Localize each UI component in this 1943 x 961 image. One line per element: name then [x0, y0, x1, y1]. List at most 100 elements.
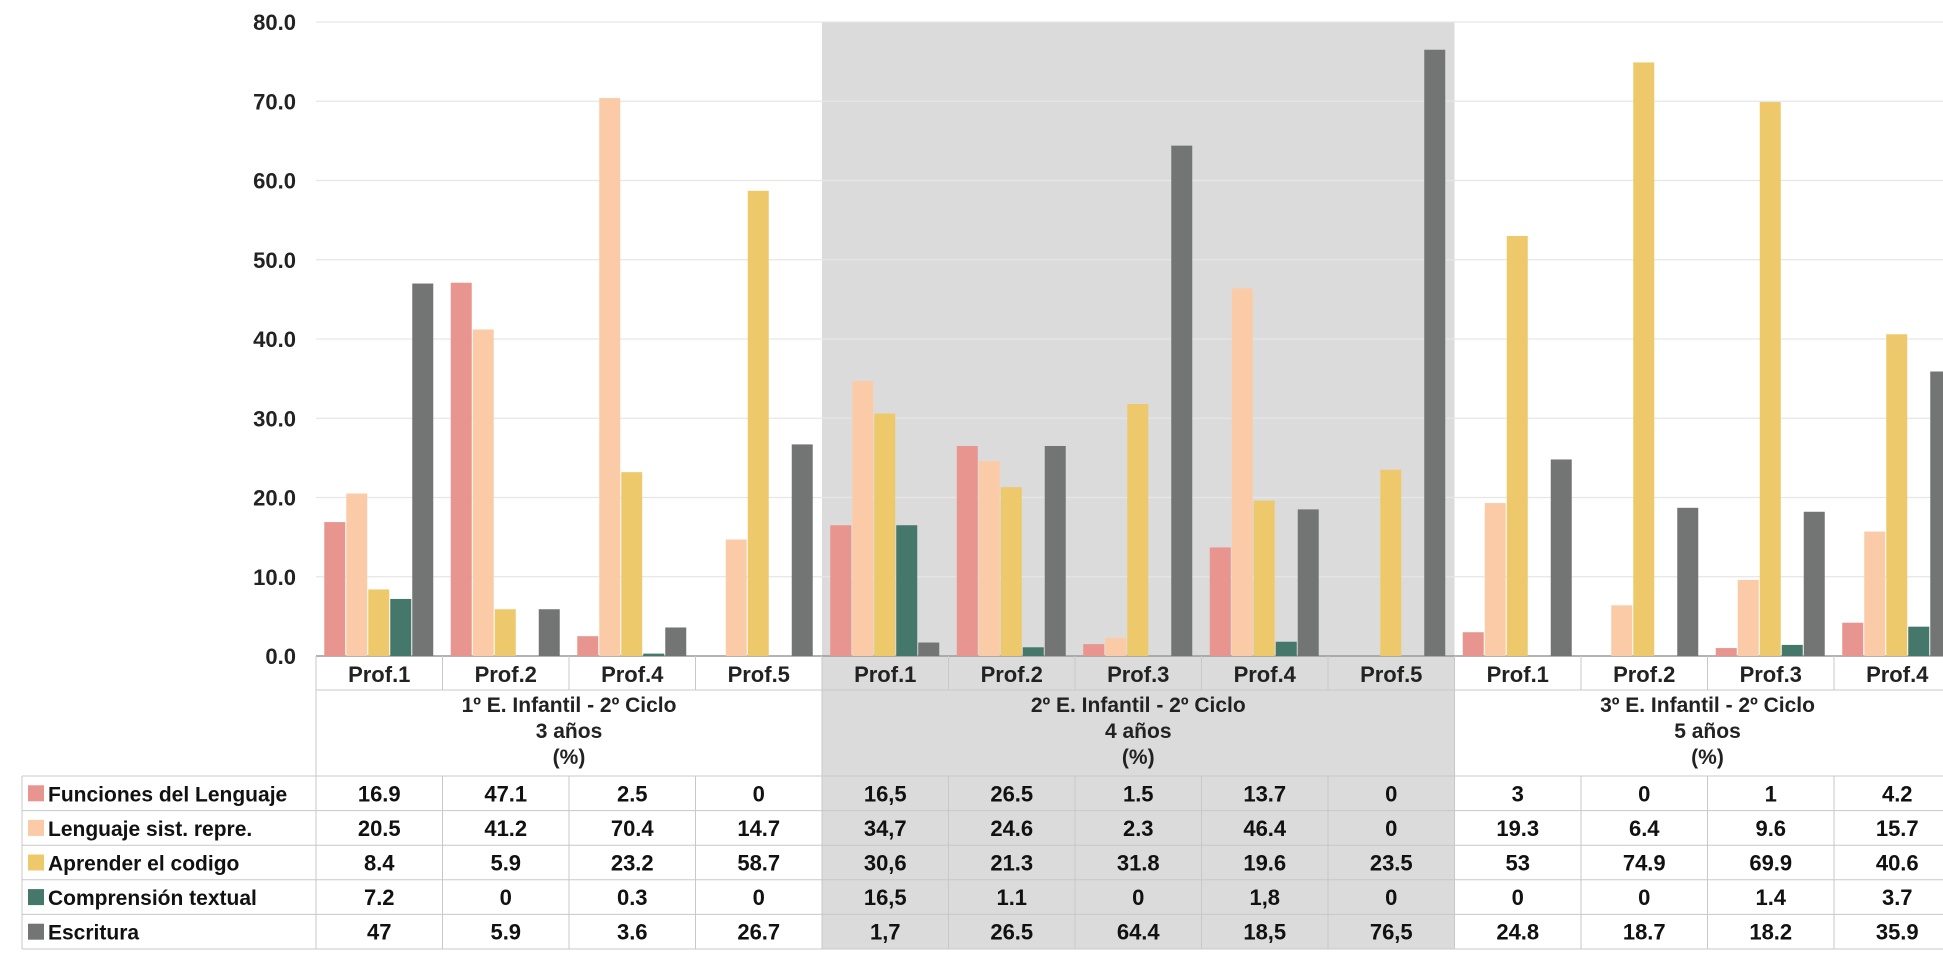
- data-cell: 14.7: [737, 816, 780, 841]
- data-cell: 3.7: [1882, 885, 1913, 910]
- bar: [1022, 647, 1044, 656]
- data-cell: 41.2: [484, 816, 527, 841]
- data-cell: 70.4: [611, 816, 655, 841]
- bar: [1803, 511, 1825, 656]
- bar: [1737, 579, 1759, 656]
- bar: [665, 627, 687, 656]
- y-tick-label: 0.0: [265, 644, 296, 669]
- data-cell: 7.2: [364, 885, 395, 910]
- data-cell: 18,5: [1243, 920, 1286, 945]
- x-tick-label: Prof.5: [1360, 662, 1422, 687]
- bar: [368, 589, 390, 656]
- bar: [1380, 469, 1402, 656]
- y-tick-label: 10.0: [253, 565, 296, 590]
- data-cell: 26.7: [737, 920, 780, 945]
- bar: [830, 525, 852, 656]
- bar: [852, 381, 874, 656]
- data-cell: 1.5: [1123, 781, 1154, 806]
- data-cell: 47.1: [484, 781, 527, 806]
- group-label-line1: 3º E. Infantil - 2º Ciclo: [1600, 694, 1815, 717]
- data-cell: 16.9: [358, 781, 401, 806]
- data-cell: 15.7: [1876, 816, 1919, 841]
- bar: [1715, 648, 1737, 656]
- data-cell: 30,6: [864, 851, 907, 876]
- bar: [1930, 371, 1943, 656]
- y-tick-label: 70.0: [253, 89, 296, 114]
- group-label-line3: (%): [1691, 746, 1724, 769]
- x-tick-label: Prof.2: [1613, 662, 1675, 687]
- data-cell: 69.9: [1749, 851, 1792, 876]
- data-cell: 18.7: [1623, 920, 1666, 945]
- group-label-line3: (%): [553, 746, 586, 769]
- x-tick-label: Prof.3: [1740, 662, 1802, 687]
- bar: [1000, 487, 1022, 656]
- data-cell: 19.3: [1496, 816, 1539, 841]
- bar: [412, 283, 434, 656]
- data-cell: 24.6: [990, 816, 1033, 841]
- bar: [1127, 403, 1149, 656]
- bar: [577, 636, 599, 656]
- bar: [1044, 445, 1066, 656]
- data-cell: 58.7: [737, 851, 780, 876]
- group-label-line3: (%): [1122, 746, 1155, 769]
- data-cell: 0: [500, 885, 512, 910]
- data-cell: 2.5: [617, 781, 648, 806]
- data-cell: 20.5: [358, 816, 401, 841]
- data-cell: 0: [1512, 885, 1524, 910]
- data-cell: 13.7: [1243, 781, 1286, 806]
- bar: [324, 522, 346, 656]
- y-tick-label: 30.0: [253, 406, 296, 431]
- bar: [956, 445, 978, 656]
- data-cell: 6.4: [1629, 816, 1660, 841]
- data-cell: 16,5: [864, 781, 907, 806]
- x-tick-label: Prof.4: [1234, 662, 1297, 687]
- group-label-line1: 2º E. Infantil - 2º Ciclo: [1031, 694, 1246, 717]
- bar: [1908, 626, 1930, 656]
- y-tick-label: 60.0: [253, 169, 296, 194]
- bar: [494, 609, 516, 656]
- bar: [472, 329, 494, 656]
- bar: [1864, 531, 1886, 656]
- x-tick-label: Prof.4: [601, 662, 664, 687]
- data-cell: 3.6: [617, 920, 648, 945]
- bar: [874, 413, 896, 656]
- data-cell: 2.3: [1123, 816, 1154, 841]
- bar: [1209, 547, 1231, 656]
- bar: [1231, 288, 1253, 656]
- data-cell: 74.9: [1623, 851, 1666, 876]
- series-label: Lenguaje sist. repre.: [48, 818, 252, 841]
- bar: [1506, 235, 1528, 656]
- bar: [978, 461, 1000, 656]
- bar: [1550, 459, 1572, 656]
- data-cell: 5.9: [490, 920, 521, 945]
- data-cell: 46.4: [1243, 816, 1287, 841]
- bar: [725, 539, 747, 656]
- data-cell: 23.5: [1370, 851, 1413, 876]
- x-tick-label: Prof.3: [1107, 662, 1169, 687]
- bar: [1105, 637, 1127, 656]
- data-cell: 0: [753, 781, 765, 806]
- group-label-line1: 1º E. Infantil - 2º Ciclo: [462, 694, 677, 717]
- bar: [1611, 605, 1633, 656]
- bar: [1842, 622, 1864, 656]
- x-tick-label: Prof.1: [348, 662, 410, 687]
- data-cell: 4.2: [1882, 781, 1913, 806]
- series-label: Comprensión textual: [48, 887, 257, 910]
- bar: [896, 525, 918, 656]
- bar: [621, 472, 643, 656]
- bar: [918, 642, 940, 656]
- data-cell: 1.4: [1755, 885, 1786, 910]
- data-cell: 35.9: [1876, 920, 1919, 945]
- data-cell: 76,5: [1370, 920, 1413, 945]
- legend-swatch: [28, 854, 44, 871]
- x-tick-label: Prof.2: [475, 662, 537, 687]
- bar: [538, 609, 560, 656]
- x-tick-label: Prof.1: [1487, 662, 1549, 687]
- bar: [1275, 641, 1297, 656]
- x-tick-label: Prof.1: [854, 662, 916, 687]
- data-cell: 5.9: [490, 851, 521, 876]
- bar: [1297, 509, 1319, 656]
- legend-swatch: [28, 785, 44, 802]
- data-cell: 9.6: [1755, 816, 1786, 841]
